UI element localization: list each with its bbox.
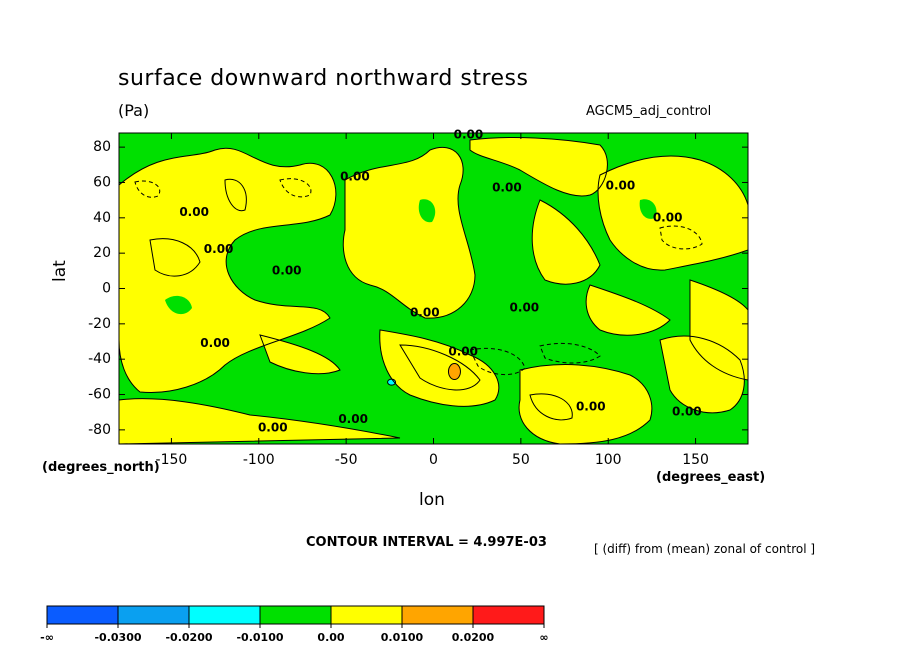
- positive-region: [598, 155, 748, 271]
- contour-label: 0.00: [510, 300, 540, 314]
- contour-label: 0.00: [454, 127, 484, 141]
- x-tick-label: 0: [429, 452, 438, 468]
- field-layer: [119, 133, 748, 444]
- zero-contour-line: [119, 147, 337, 394]
- colorbar-label: -∞: [40, 631, 54, 644]
- x-tick-label: -50: [335, 452, 358, 468]
- zero-contour-line: [531, 199, 601, 285]
- zero-contour-line: [379, 329, 500, 407]
- positive-region: [532, 200, 600, 285]
- difference-note: [ (diff) from (mean) zonal of control ]: [594, 542, 816, 556]
- contour-label: 0.00: [258, 421, 288, 435]
- zero-contour-line: [689, 279, 748, 381]
- colorbar-swatch: [118, 606, 189, 624]
- contour-label: 0.00: [672, 405, 702, 419]
- colorbar-swatch: [260, 606, 331, 624]
- contour-label: 0.00: [204, 242, 234, 256]
- strong-positive-region: [447, 363, 461, 381]
- positive-region: [119, 398, 400, 444]
- zero-contour-line: [342, 147, 476, 319]
- chart-title: surface downward northward stress: [118, 66, 529, 91]
- positive-region: [150, 238, 200, 277]
- units-label: (Pa): [118, 101, 150, 120]
- x-tick-label: -100: [243, 452, 275, 468]
- colorbar-label: ∞: [539, 631, 548, 644]
- colorbar-swatch: [402, 606, 473, 624]
- positive-region: [470, 137, 608, 196]
- colorbar-label: 0.00: [317, 631, 344, 644]
- positive-region: [660, 336, 745, 413]
- contour-interval-label: CONTOUR INTERVAL = 4.997E-03: [306, 535, 547, 550]
- positive-region: [586, 285, 670, 336]
- zero-contour-line: [518, 364, 653, 444]
- negative-region: [639, 199, 657, 219]
- contour-label: 0.00: [448, 345, 478, 359]
- contour-label: 0.00: [653, 210, 683, 224]
- positive-contour-line: [529, 393, 573, 421]
- y-tick-label: -60: [88, 387, 111, 403]
- y-tick-label: -20: [88, 316, 111, 332]
- zero-contour-line: [149, 238, 201, 277]
- negative-region: [418, 199, 436, 223]
- colorbar-swatch: [189, 606, 260, 624]
- y-axis-units: (degrees_north): [42, 460, 160, 475]
- positive-region: [119, 148, 336, 393]
- colorbar-label: 0.0200: [452, 631, 495, 644]
- colorbar-swatch: [47, 606, 118, 624]
- colorbar-label: 0.0100: [381, 631, 424, 644]
- x-tick-label: 150: [682, 452, 709, 468]
- zero-contour-line: [259, 334, 341, 375]
- x-axis-units: (degrees_east): [656, 470, 766, 485]
- contour-label: 0.00: [179, 205, 209, 219]
- positive-region: [379, 330, 499, 407]
- zero-contour-line: [469, 137, 608, 197]
- experiment-label: AGCM5_adj_control: [586, 104, 712, 119]
- positive-region: [260, 335, 340, 374]
- y-tick-label: -40: [88, 351, 111, 367]
- zero-contour-line: [585, 284, 671, 336]
- y-tick-label: 40: [93, 210, 111, 226]
- y-tick-label: 80: [93, 139, 111, 155]
- contour-label: 0.00: [200, 336, 230, 350]
- colorbar-swatch: [331, 606, 402, 624]
- colorbar-label: -0.0200: [165, 631, 212, 644]
- contour-label: 0.00: [606, 179, 636, 193]
- contour-label: 0.00: [272, 263, 302, 277]
- zero-contour-line: [659, 335, 745, 414]
- contour-label: 0.00: [492, 180, 522, 194]
- x-tick-label: 100: [595, 452, 622, 468]
- colorbar-swatch: [473, 606, 544, 624]
- positive-contour-line: [399, 344, 481, 391]
- colorbar-label: -0.0300: [94, 631, 141, 644]
- colorbar-label: -0.0100: [236, 631, 283, 644]
- contour-label: 0.00: [340, 170, 370, 184]
- y-tick-label: -80: [88, 422, 111, 438]
- positive-region: [343, 147, 475, 319]
- y-tick-label: 20: [93, 245, 111, 261]
- positive-region: [519, 364, 652, 444]
- contour-label: 0.00: [338, 412, 368, 426]
- contour-label: 0.00: [576, 399, 606, 413]
- negative-contour-line: [539, 342, 601, 364]
- x-tick-label: 50: [512, 452, 530, 468]
- x-axis-label: lon: [419, 490, 445, 510]
- x-tick-label: -150: [156, 452, 188, 468]
- negative-contour-line: [469, 347, 526, 375]
- positive-contour-line: [224, 178, 247, 212]
- zero-contour-line: [597, 155, 748, 271]
- contour-label: 0.00: [410, 306, 440, 320]
- negative-contour-line: [279, 178, 312, 198]
- y-tick-label: 60: [93, 174, 111, 190]
- negative-region: [165, 295, 192, 315]
- zero-contour-line: [119, 398, 401, 444]
- y-tick-label: 0: [102, 281, 111, 297]
- negative-contour-line: [659, 225, 703, 250]
